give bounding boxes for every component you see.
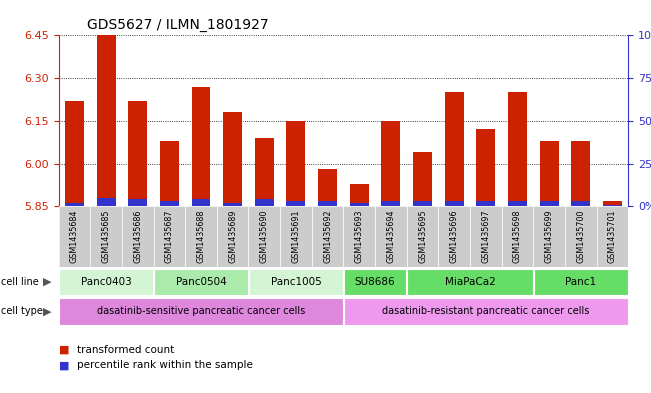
Bar: [223, 112, 242, 206]
Bar: [533, 206, 565, 267]
Text: dasatinib-sensitive pancreatic cancer cells: dasatinib-sensitive pancreatic cancer ce…: [97, 307, 305, 316]
Text: GSM1435690: GSM1435690: [260, 209, 269, 263]
Text: GSM1435698: GSM1435698: [513, 209, 522, 263]
Text: GSM1435685: GSM1435685: [102, 209, 111, 263]
Bar: [191, 87, 210, 206]
Text: GSM1435696: GSM1435696: [450, 209, 459, 263]
Text: SU8686: SU8686: [355, 277, 395, 287]
Bar: [65, 203, 84, 206]
Text: dasatinib-resistant pancreatic cancer cells: dasatinib-resistant pancreatic cancer ce…: [382, 307, 590, 316]
Text: ■: ■: [59, 345, 69, 355]
Bar: [154, 269, 248, 295]
Bar: [502, 206, 533, 267]
Bar: [96, 35, 116, 206]
Bar: [381, 201, 400, 206]
Bar: [312, 206, 344, 267]
Bar: [596, 206, 628, 267]
Bar: [255, 138, 274, 206]
Text: GSM1435695: GSM1435695: [418, 209, 427, 263]
Bar: [217, 206, 249, 267]
Bar: [344, 269, 406, 295]
Bar: [96, 198, 116, 206]
Bar: [185, 206, 217, 267]
Bar: [344, 206, 375, 267]
Bar: [255, 200, 274, 206]
Bar: [375, 206, 407, 267]
Bar: [445, 201, 464, 206]
Bar: [154, 206, 185, 267]
Bar: [59, 298, 343, 325]
Bar: [445, 92, 464, 206]
Text: GSM1435699: GSM1435699: [545, 209, 553, 263]
Bar: [90, 206, 122, 267]
Bar: [534, 269, 628, 295]
Bar: [122, 206, 154, 267]
Bar: [438, 206, 470, 267]
Bar: [249, 269, 343, 295]
Bar: [413, 152, 432, 206]
Bar: [508, 92, 527, 206]
Bar: [344, 298, 628, 325]
Bar: [572, 201, 590, 206]
Text: GSM1435687: GSM1435687: [165, 209, 174, 263]
Bar: [477, 201, 495, 206]
Bar: [413, 201, 432, 206]
Text: cell line: cell line: [1, 277, 38, 287]
Text: percentile rank within the sample: percentile rank within the sample: [77, 360, 253, 371]
Bar: [381, 121, 400, 206]
Bar: [286, 201, 305, 206]
Bar: [318, 169, 337, 206]
Bar: [191, 200, 210, 206]
Text: GSM1435694: GSM1435694: [387, 209, 395, 263]
Bar: [407, 206, 438, 267]
Text: GSM1435701: GSM1435701: [608, 209, 617, 263]
Bar: [565, 206, 596, 267]
Text: GSM1435691: GSM1435691: [292, 209, 300, 263]
Bar: [59, 206, 90, 267]
Bar: [603, 205, 622, 206]
Bar: [318, 201, 337, 206]
Text: GSM1435686: GSM1435686: [133, 209, 142, 263]
Bar: [477, 129, 495, 206]
Bar: [286, 121, 305, 206]
Bar: [160, 201, 179, 206]
Text: Panc0403: Panc0403: [81, 277, 132, 287]
Text: transformed count: transformed count: [77, 345, 174, 355]
Bar: [160, 141, 179, 206]
Text: MiaPaCa2: MiaPaCa2: [445, 277, 495, 287]
Bar: [470, 206, 502, 267]
Text: GSM1435693: GSM1435693: [355, 209, 364, 263]
Text: ▶: ▶: [42, 307, 51, 316]
Bar: [540, 201, 559, 206]
Text: GSM1435692: GSM1435692: [323, 209, 332, 263]
Bar: [540, 141, 559, 206]
Text: GSM1435689: GSM1435689: [228, 209, 237, 263]
Bar: [280, 206, 312, 267]
Bar: [128, 200, 147, 206]
Bar: [350, 184, 368, 206]
Text: ■: ■: [59, 360, 69, 371]
Text: GDS5627 / ILMN_1801927: GDS5627 / ILMN_1801927: [87, 18, 269, 31]
Bar: [572, 141, 590, 206]
Bar: [223, 203, 242, 206]
Bar: [128, 101, 147, 206]
Bar: [249, 206, 280, 267]
Text: Panc0504: Panc0504: [176, 277, 227, 287]
Text: Panc1005: Panc1005: [271, 277, 322, 287]
Bar: [508, 201, 527, 206]
Text: GSM1435684: GSM1435684: [70, 209, 79, 263]
Bar: [603, 200, 622, 206]
Text: ▶: ▶: [42, 277, 51, 287]
Bar: [408, 269, 533, 295]
Text: GSM1435688: GSM1435688: [197, 209, 206, 263]
Text: cell type: cell type: [1, 307, 42, 316]
Text: Panc1: Panc1: [565, 277, 596, 287]
Bar: [59, 269, 153, 295]
Bar: [350, 203, 368, 206]
Text: GSM1435697: GSM1435697: [481, 209, 490, 263]
Text: GSM1435700: GSM1435700: [576, 209, 585, 263]
Bar: [65, 101, 84, 206]
